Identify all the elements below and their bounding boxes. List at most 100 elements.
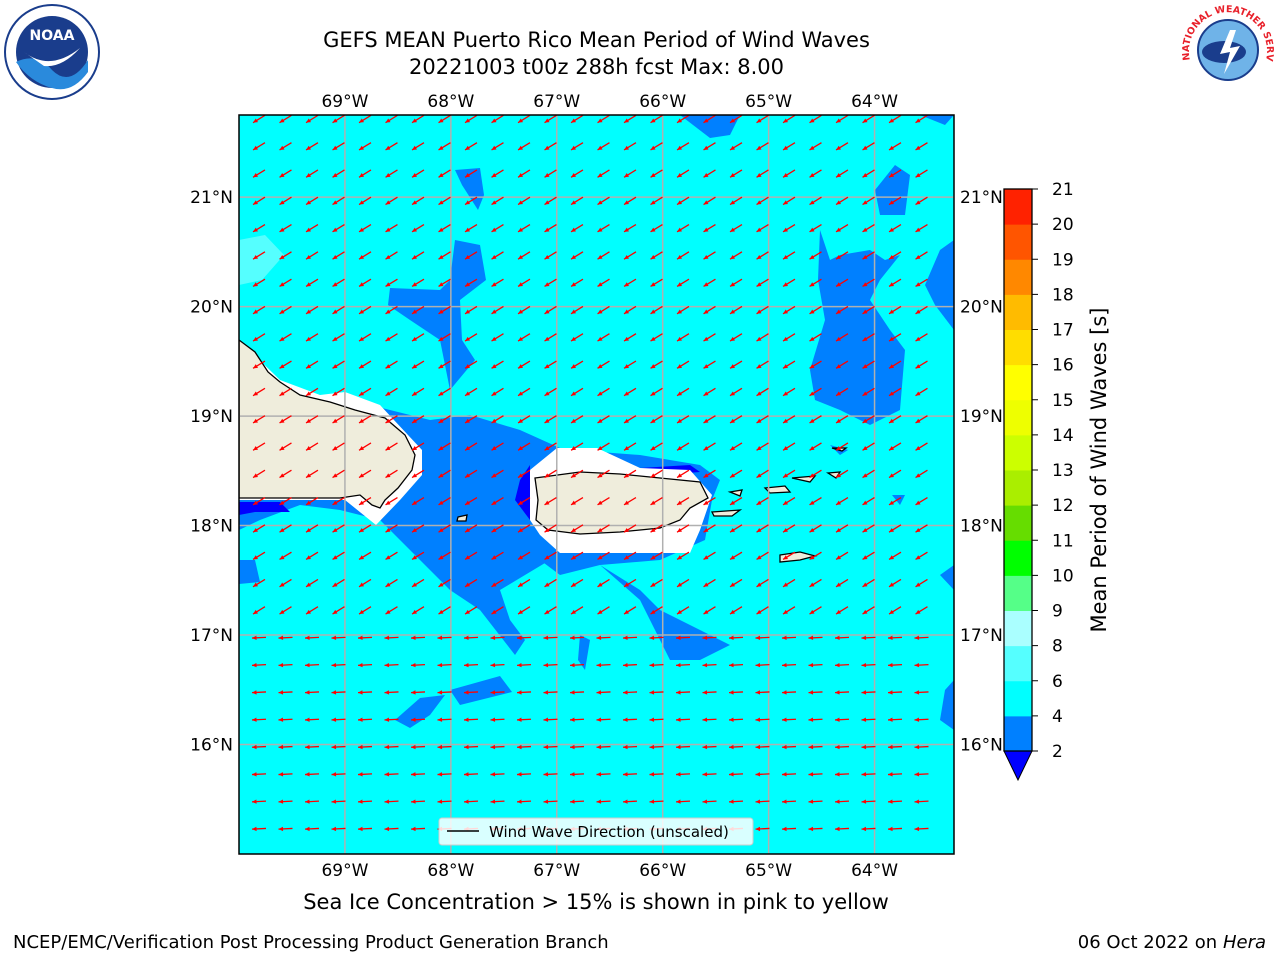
wave-direction-arrow [888,278,902,288]
wave-direction-arrow [835,196,849,206]
wave-direction-arrow [888,524,902,533]
wave-direction-arrow [755,799,770,804]
wave-direction-arrow [332,278,345,288]
wave-direction-arrow [305,524,319,533]
colorbar-tick-label: 8 [1052,637,1063,657]
wave-direction-arrow [385,305,398,315]
wave-direction-arrow [544,223,557,233]
wave-direction-arrow [411,251,425,260]
wave-direction-arrow [596,690,611,695]
lon-label-bottom: 68°W [427,861,474,881]
wave-direction-arrow [279,496,292,506]
wave-direction-arrow [782,305,796,315]
lon-label-top: 65°W [745,92,792,112]
wave-direction-arrow [756,333,769,342]
wave-direction-arrow [862,442,875,451]
wave-direction-arrow [385,251,398,260]
wave-direction-arrow [464,115,478,124]
wave-direction-arrow [914,799,929,804]
wave-direction-arrow [676,115,690,124]
colorbar-segment [1004,189,1032,225]
wave-direction-arrow [756,169,769,178]
wave-direction-arrow [834,635,850,640]
wave-direction-arrow [438,524,451,533]
wave-direction-arrow [251,772,267,777]
wave-direction-arrow [490,799,505,804]
wave-direction-arrow [544,387,557,397]
wave-direction-arrow [279,115,292,124]
lon-label-bottom: 64°W [851,861,898,881]
chart-title: GEFS MEAN Puerto Rico Mean Period of Win… [323,28,870,52]
wave-direction-arrow [597,496,610,506]
wave-direction-arrow [491,551,504,561]
wave-direction-arrow [597,469,610,479]
footer-host: Hera [1222,932,1266,953]
wave-direction-arrow [729,469,743,479]
wave-direction-arrow [809,387,822,397]
wave-direction-arrow [887,744,903,750]
wave-direction-arrow [411,551,425,561]
wave-direction-arrow [279,169,292,178]
wave-direction-arrow [782,251,796,260]
wave-direction-arrow [279,251,292,260]
wave-direction-arrow [650,496,663,506]
wave-direction-arrow [756,387,769,397]
wave-direction-arrow [861,826,876,832]
wave-direction-arrow [728,799,744,804]
wave-direction-arrow [650,469,663,479]
wave-direction-arrow [703,551,716,561]
wave-direction-arrow [252,442,266,451]
wave-direction-arrow [570,469,584,479]
wave-direction-arrow [463,799,479,804]
wave-direction-arrow [304,744,320,750]
wave-direction-arrow [438,333,451,342]
wave-direction-arrow [702,717,717,722]
wave-direction-arrow [862,115,875,124]
wave-direction-arrow [438,278,451,288]
wave-direction-arrow [251,662,267,668]
lon-label-bottom: 66°W [639,861,686,881]
wave-direction-arrow [623,142,637,151]
wave-direction-arrow [437,690,452,695]
wave-direction-arrow [304,717,320,722]
wave-direction-arrow [385,223,398,233]
wave-direction-arrow [544,524,557,533]
wave-direction-arrow [438,169,451,178]
wave-direction-arrow [862,415,875,424]
wave-direction-arrow [544,142,557,151]
hispaniola-land [239,339,416,509]
footer-date-text: 06 Oct 2022 on [1077,932,1223,953]
wave-direction-arrow [252,251,266,260]
wave-direction-arrow [623,606,637,615]
wave-direction-arrow [782,142,796,151]
wave-direction-arrow [569,772,585,777]
wave-direction-arrow [914,662,929,668]
wave-direction-arrow [782,606,796,615]
wave-direction-arrow [888,387,902,397]
wave-direction-arrow [729,333,743,342]
wave-direction-arrow [544,278,557,288]
wave-direction-arrow [305,169,319,178]
wave-direction-arrow [835,387,849,397]
wave-direction-arrow [490,635,505,640]
wave-direction-arrow [809,115,822,124]
wave-direction-arrow [835,360,849,369]
wave-direction-arrow [729,196,743,206]
wave-direction-arrow [384,799,399,804]
wave-direction-arrow [464,142,478,151]
wave-direction-arrow [862,278,875,288]
wave-direction-arrow [543,635,558,640]
colorbar-extend-arrow [1003,750,1033,782]
wave-direction-arrow [358,360,372,369]
wave-direction-arrow [331,717,346,722]
wave-direction-arrow [358,469,372,479]
wave-direction-arrow [384,744,399,750]
wave-direction-arrow [438,251,451,260]
wave-direction-arrow [332,496,345,506]
wave-direction-arrow [597,578,610,588]
wave-direction-arrow [411,578,425,588]
colorbar-segment [1004,364,1032,401]
wave-direction-arrow [650,115,663,124]
wave-direction-arrow [703,415,716,424]
mona-island-land [456,514,468,522]
